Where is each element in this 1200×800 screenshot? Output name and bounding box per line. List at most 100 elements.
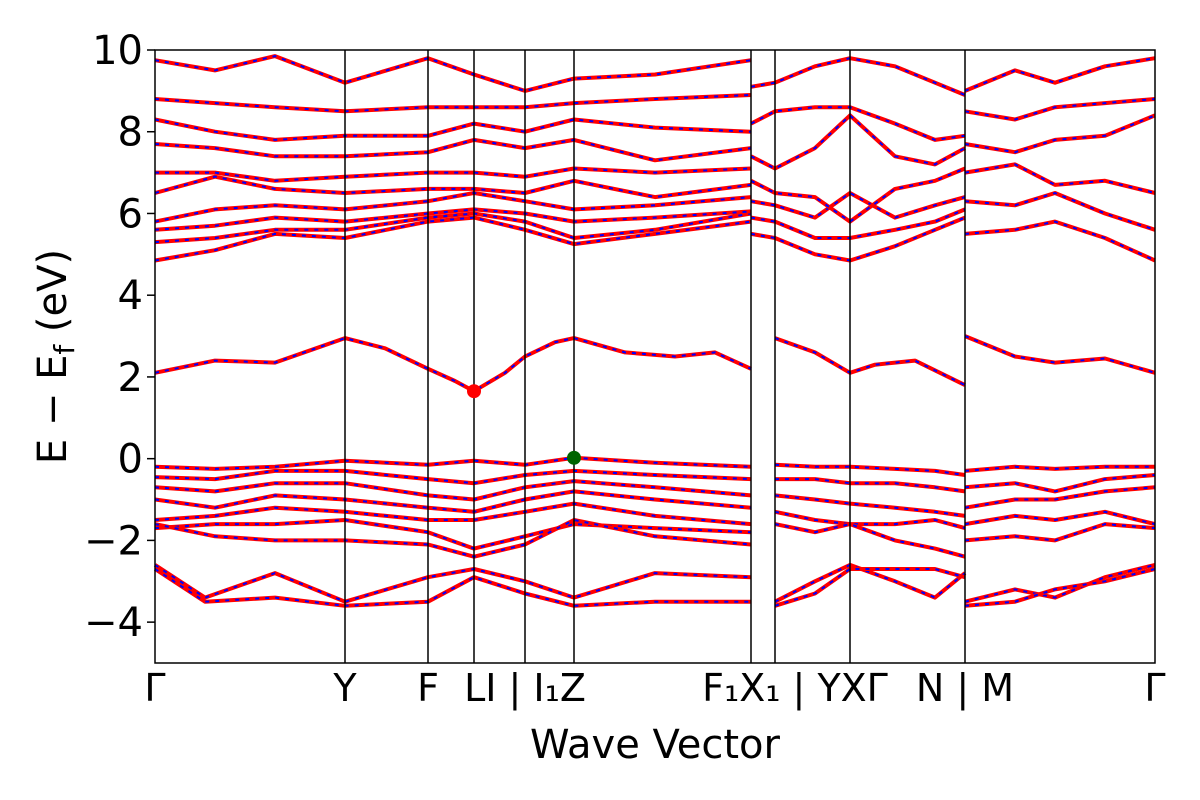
band-line-dash-32 (154, 138, 752, 162)
high-symmetry-lines (344, 50, 966, 663)
band-line-45 (964, 162, 1156, 195)
bands-layer (153, 54, 1156, 608)
band-line-5 (154, 479, 752, 502)
band-line-dash-21 (154, 568, 751, 607)
band-line-31 (155, 166, 752, 183)
x-axis-title: Wave Vector (530, 722, 781, 768)
band-line-13 (774, 509, 966, 531)
band-line-10 (774, 462, 966, 477)
band-line-dash-14 (774, 523, 966, 558)
band-line-dash-44 (964, 191, 1156, 231)
band-line-46 (964, 113, 1156, 155)
y-axis-title-unit: (eV) (30, 249, 76, 345)
y-tick-label: −2 (84, 518, 143, 564)
band-line-dash-33 (154, 118, 752, 141)
band-line-dash-38 (750, 191, 966, 219)
band-line-dash-28 (154, 208, 752, 231)
x-axis-ticks: Γ Y F LI | I₁Z F₁X₁ | YXΓ N | M Γ (144, 666, 1165, 711)
band-line-24 (964, 562, 1156, 604)
x-tick-label: N | M (916, 666, 1014, 711)
band-line-8 (154, 518, 752, 551)
band-line-25 (964, 567, 1156, 608)
band-line-32 (154, 137, 752, 163)
y-tick-label: 10 (92, 28, 143, 74)
y-axis-title-main: E − E (30, 355, 76, 465)
band-line-dash-35 (154, 55, 752, 92)
band-line-1 (774, 336, 966, 387)
band-line-42 (750, 56, 966, 97)
x-tick-label: F (417, 666, 439, 710)
band-line-34 (154, 93, 752, 114)
band-line-dash-6 (154, 490, 752, 513)
band-line-47 (964, 97, 1156, 122)
band-line-dash-1 (774, 337, 966, 386)
band-line-dash-8 (154, 518, 752, 550)
band-line-7 (154, 501, 752, 527)
band-line-dash-34 (154, 94, 752, 113)
band-edge-markers (467, 384, 581, 465)
band-line-dash-30 (154, 175, 752, 199)
band-line-43 (964, 219, 1156, 263)
y-axis-ticks: −4 −2 0 2 4 6 8 10 (84, 28, 155, 646)
x-tick-label: Y (332, 666, 357, 710)
band-line-dash-3 (154, 456, 752, 470)
cbm-marker (467, 384, 481, 399)
y-tick-label: −4 (84, 600, 143, 646)
band-line-dash-5 (154, 480, 752, 501)
band-line-2 (964, 334, 1156, 375)
band-line-dash-16 (964, 474, 1156, 493)
y-axis-title: E − Ef (eV) (30, 249, 81, 464)
band-line-dash-20 (154, 564, 752, 603)
y-tick-label: 2 (118, 355, 143, 401)
band-line-dash-25 (964, 568, 1156, 607)
band-line-35 (154, 54, 752, 93)
band-line-dash-0 (154, 337, 752, 393)
plot-frame (154, 49, 1156, 664)
band-line-39 (750, 166, 966, 224)
band-line-19 (964, 522, 1156, 543)
band-line-dash-45 (964, 163, 1156, 194)
band-line-dash-15 (964, 465, 1155, 472)
band-line-48 (964, 56, 1156, 93)
band-line-dash-31 (155, 167, 752, 182)
y-tick-label: 8 (118, 110, 143, 156)
band-line-11 (775, 477, 966, 494)
band-line-dash-7 (154, 502, 752, 526)
band-line-dash-4 (154, 469, 752, 485)
y-tick-label: 6 (118, 191, 143, 237)
band-line-20 (153, 563, 752, 604)
band-line-dash-12 (774, 494, 966, 517)
band-line-dash-18 (964, 510, 1156, 526)
vbm-marker (567, 450, 581, 465)
x-tick-label: F₁X₁ | YXΓ (702, 666, 888, 711)
band-line-dash-29 (154, 191, 752, 223)
band-line-dash-27 (154, 212, 752, 244)
band-line-26 (154, 215, 752, 263)
y-tick-label: 0 (118, 437, 143, 483)
band-line-3 (154, 455, 752, 471)
band-line-0 (154, 336, 752, 394)
band-line-dash-22 (774, 563, 966, 603)
band-line-dash-42 (750, 57, 966, 96)
band-line-23 (774, 567, 966, 608)
band-line-dash-43 (964, 220, 1156, 262)
x-tick-label: Γ (1144, 666, 1165, 710)
band-line-dash-2 (964, 335, 1156, 374)
band-line-dash-9 (154, 518, 752, 558)
band-line-dash-17 (964, 486, 1156, 509)
band-line-dash-26 (154, 216, 752, 262)
band-line-dash-40 (750, 114, 966, 170)
band-line-dash-11 (775, 478, 966, 493)
band-line-dash-19 (964, 523, 1156, 542)
y-axis-title-subscript: f (48, 344, 81, 355)
band-line-14 (774, 522, 966, 559)
x-tick-label: LI | I₁Z (464, 666, 586, 711)
x-tick-label: Γ (144, 666, 165, 710)
band-line-dash-47 (964, 98, 1156, 121)
band-line-30 (154, 174, 752, 200)
band-line-dash-24 (964, 563, 1156, 603)
y-tick-label: 4 (118, 273, 143, 319)
band-line-dash-46 (964, 114, 1156, 154)
band-line-dash-10 (774, 463, 966, 476)
band-line-dash-48 (964, 57, 1156, 92)
